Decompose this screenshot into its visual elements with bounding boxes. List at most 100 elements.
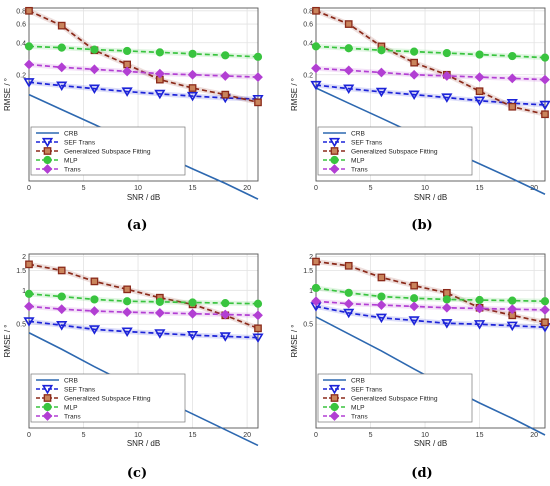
point-sef-trans [88, 84, 101, 95]
y-tick-label: 0.8 [303, 8, 313, 15]
point-generalized-subspace-fitting [25, 260, 33, 269]
point-sef-trans [310, 80, 322, 91]
point-mlp [475, 295, 484, 305]
x-tick-label: 0 [314, 432, 318, 439]
series-line-generalized-subspace-fitting [315, 10, 546, 116]
y-tick-label: 1.5 [303, 268, 313, 275]
point-generalized-subspace-fitting [90, 277, 99, 286]
series-line-sef-trans [28, 81, 259, 100]
legend-marker-sef-trans [328, 384, 341, 395]
grid [28, 8, 258, 181]
point-mlp [123, 297, 132, 306]
legend-label-generalized-subspace-fitting: Generalized Subspace Fitting [64, 396, 151, 403]
legend-label-trans: Trans [64, 167, 81, 174]
x-axis-label: SNR / dB [414, 193, 447, 202]
series-line-trans [28, 63, 259, 78]
legend-label-sef-trans: SEF Trans [64, 140, 96, 147]
point-mlp [311, 42, 321, 51]
y-tick-label: 0.6 [303, 22, 313, 29]
point-generalized-subspace-fitting [254, 324, 262, 333]
legend-label-mlp: MLP [64, 405, 78, 412]
point-generalized-subspace-fitting [57, 266, 66, 275]
legend-label-crb: CRB [64, 131, 79, 138]
point-mlp [90, 45, 99, 54]
point-mlp [155, 297, 164, 306]
series-line-sef-trans [315, 84, 546, 106]
point-sef-trans [154, 89, 166, 100]
point-generalized-subspace-fitting [475, 87, 484, 96]
legend-marker-trans [42, 411, 53, 421]
y-tick-label: 2 [309, 254, 313, 261]
point-trans [56, 62, 67, 73]
series-mlp [24, 289, 263, 308]
point-mlp [57, 43, 66, 52]
y-axis-label: RMSE / ° [290, 78, 299, 111]
point-trans [122, 307, 133, 318]
point-trans [311, 63, 321, 74]
point-trans [24, 301, 34, 312]
point-sef-trans [506, 321, 518, 332]
legend-label-generalized-subspace-fitting: Generalized Subspace Fitting [351, 396, 438, 403]
legend-label-mlp: MLP [351, 405, 365, 412]
point-generalized-subspace-fitting [123, 285, 131, 294]
point-trans [24, 59, 34, 70]
point-mlp [508, 51, 517, 61]
point-generalized-subspace-fitting [541, 110, 549, 119]
legend-marker-generalized-subspace-fitting [43, 147, 52, 155]
series-line-mlp [28, 45, 259, 58]
series-line-trans [28, 305, 259, 317]
point-mlp [24, 42, 34, 51]
x-tick-label: 0 [27, 185, 31, 192]
series-halo-generalized-subspace-fitting [28, 261, 259, 331]
series-mlp [311, 42, 550, 62]
x-tick-label: 0 [27, 432, 31, 439]
point-generalized-subspace-fitting [541, 318, 549, 327]
legend-label-mlp: MLP [64, 158, 78, 165]
x-tick-label: 5 [82, 185, 86, 192]
point-trans [343, 298, 354, 309]
x-tick-label: 15 [189, 432, 197, 439]
legend-label-generalized-subspace-fitting: Generalized Subspace Fitting [351, 149, 438, 156]
series-mlp [24, 42, 263, 61]
point-mlp [377, 46, 386, 55]
legend-label-sef-trans: SEF Trans [351, 387, 383, 394]
y-tick-label: 0.8 [16, 8, 26, 15]
point-trans [343, 65, 354, 76]
point-mlp [508, 296, 517, 305]
series-line-mlp [28, 293, 259, 305]
legend-label-trans: Trans [351, 414, 368, 421]
point-sef-trans [375, 313, 388, 324]
legend-marker-trans [329, 164, 340, 174]
point-sef-trans [186, 330, 199, 341]
y-tick-label: 0.5 [303, 322, 313, 329]
point-generalized-subspace-fitting [410, 58, 418, 67]
point-generalized-subspace-fitting [312, 257, 320, 266]
y-tick-label: 2 [22, 254, 26, 261]
point-trans [507, 304, 518, 315]
y-tick-label: 0.2 [303, 72, 313, 79]
x-tick-label: 5 [82, 432, 86, 439]
point-trans [154, 308, 165, 318]
point-mlp [123, 46, 132, 56]
point-trans [441, 302, 452, 313]
legend-label-sef-trans: SEF Trans [351, 140, 383, 147]
point-trans [409, 301, 420, 312]
point-sef-trans [154, 329, 166, 339]
point-trans [253, 72, 263, 83]
point-generalized-subspace-fitting [410, 281, 418, 290]
legend-label-mlp: MLP [351, 158, 365, 165]
x-tick-label: 20 [243, 185, 251, 192]
point-generalized-subspace-fitting [188, 84, 197, 92]
x-tick-label: 15 [189, 185, 197, 192]
legend-marker-mlp [43, 155, 52, 165]
point-sef-trans [23, 78, 35, 88]
series-halo-generalized-subspace-fitting [315, 259, 546, 325]
series-generalized-subspace-fitting [312, 6, 549, 119]
point-sef-trans [375, 87, 388, 98]
point-mlp [442, 48, 451, 58]
point-mlp [253, 52, 263, 61]
series-mlp [311, 283, 550, 306]
point-mlp [221, 51, 230, 60]
legend-marker-mlp [43, 402, 52, 412]
legend-marker-trans [42, 164, 53, 174]
